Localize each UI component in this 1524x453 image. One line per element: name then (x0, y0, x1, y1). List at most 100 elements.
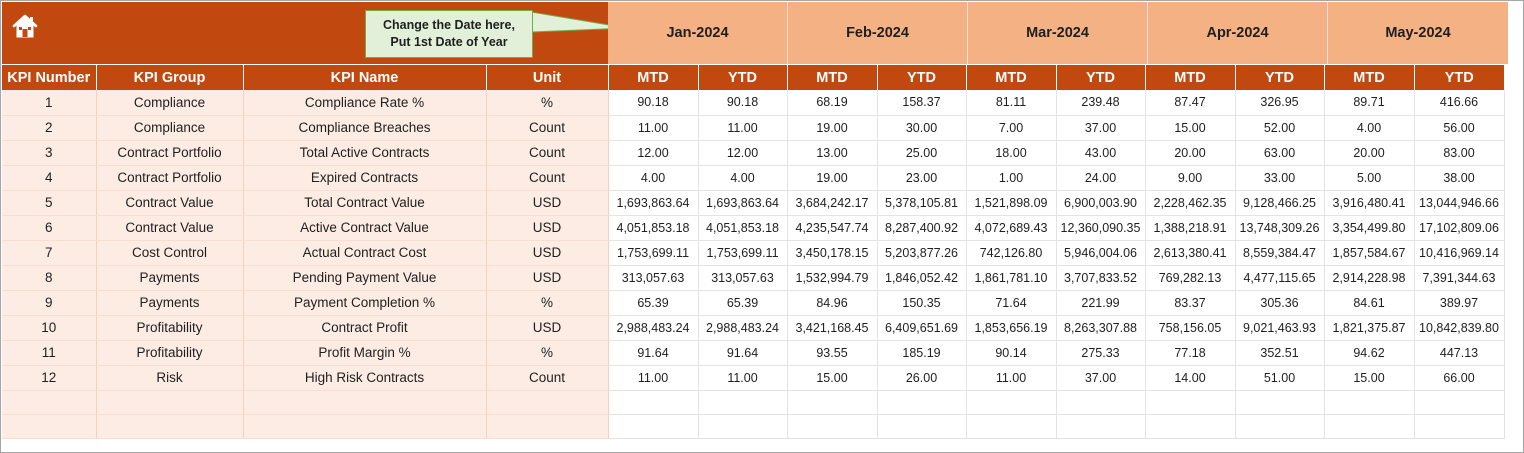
mtd-value-cell[interactable]: 77.18 (1145, 340, 1236, 366)
ytd-value-cell[interactable]: 90.18 (698, 90, 788, 116)
mtd-value-cell[interactable]: 7.00 (966, 115, 1057, 141)
empty-cell[interactable] (698, 390, 788, 415)
ytd-value-cell[interactable]: 305.36 (1235, 290, 1325, 316)
mtd-value-cell[interactable]: 2,988,483.24 (608, 315, 699, 341)
mtd-value-cell[interactable]: 81.11 (966, 90, 1057, 116)
unit-cell[interactable]: % (486, 290, 609, 316)
mtd-value-cell[interactable]: 758,156.05 (1145, 315, 1236, 341)
ytd-value-cell[interactable]: 11.00 (698, 365, 788, 391)
ytd-value-cell[interactable]: 83.00 (1414, 140, 1505, 166)
empty-cell[interactable] (1324, 414, 1415, 439)
mtd-value-cell[interactable]: 769,282.13 (1145, 265, 1236, 291)
empty-cell[interactable] (1414, 414, 1505, 439)
ytd-value-cell[interactable]: 66.00 (1414, 365, 1505, 391)
mtd-value-cell[interactable]: 19.00 (787, 165, 878, 191)
ytd-value-cell[interactable]: 10,416,969.14 (1414, 240, 1505, 266)
col-ytd[interactable]: YTD (1056, 65, 1146, 90)
mtd-value-cell[interactable]: 1.00 (966, 165, 1057, 191)
month-header-feb[interactable]: Feb-2024 (788, 2, 968, 64)
home-icon[interactable] (11, 12, 39, 40)
mtd-value-cell[interactable]: 84.61 (1324, 290, 1415, 316)
ytd-value-cell[interactable]: 239.48 (1056, 90, 1146, 116)
kpi-name-cell[interactable]: Active Contract Value (243, 215, 487, 241)
col-mtd[interactable]: MTD (608, 65, 699, 90)
empty-cell[interactable] (96, 390, 244, 415)
mtd-value-cell[interactable]: 2,228,462.35 (1145, 190, 1236, 216)
mtd-value-cell[interactable]: 11.00 (608, 365, 699, 391)
ytd-value-cell[interactable]: 1,846,052.42 (877, 265, 967, 291)
kpi-group-cell[interactable]: Profitability (96, 315, 244, 341)
mtd-value-cell[interactable]: 71.64 (966, 290, 1057, 316)
col-ytd[interactable]: YTD (1414, 65, 1504, 90)
mtd-value-cell[interactable]: 1,821,375.87 (1324, 315, 1415, 341)
ytd-value-cell[interactable]: 63.00 (1235, 140, 1325, 166)
ytd-value-cell[interactable]: 6,409,651.69 (877, 315, 967, 341)
ytd-value-cell[interactable]: 13,044,946.66 (1414, 190, 1505, 216)
ytd-value-cell[interactable]: 51.00 (1235, 365, 1325, 391)
empty-cell[interactable] (243, 414, 487, 439)
empty-cell[interactable] (1056, 414, 1146, 439)
col-ytd[interactable]: YTD (877, 65, 967, 90)
mtd-value-cell[interactable]: 15.00 (1145, 115, 1236, 141)
kpi-number-cell[interactable]: 3 (2, 140, 97, 166)
mtd-value-cell[interactable]: 2,914,228.98 (1324, 265, 1415, 291)
kpi-number-cell[interactable]: 6 (2, 215, 97, 241)
ytd-value-cell[interactable]: 150.35 (877, 290, 967, 316)
empty-cell[interactable] (787, 390, 878, 415)
mtd-value-cell[interactable]: 4.00 (1324, 115, 1415, 141)
ytd-value-cell[interactable]: 33.00 (1235, 165, 1325, 191)
mtd-value-cell[interactable]: 3,450,178.15 (787, 240, 878, 266)
mtd-value-cell[interactable]: 68.19 (787, 90, 878, 116)
kpi-number-cell[interactable]: 4 (2, 165, 97, 191)
kpi-group-cell[interactable]: Contract Value (96, 190, 244, 216)
ytd-value-cell[interactable]: 11.00 (698, 115, 788, 141)
kpi-number-cell[interactable]: 2 (2, 115, 97, 141)
ytd-value-cell[interactable]: 24.00 (1056, 165, 1146, 191)
empty-cell[interactable] (96, 414, 244, 439)
mtd-value-cell[interactable]: 11.00 (608, 115, 699, 141)
mtd-value-cell[interactable]: 1,861,781.10 (966, 265, 1057, 291)
unit-cell[interactable]: % (486, 340, 609, 366)
mtd-value-cell[interactable]: 19.00 (787, 115, 878, 141)
kpi-group-cell[interactable]: Compliance (96, 90, 244, 116)
mtd-value-cell[interactable]: 4,235,547.74 (787, 215, 878, 241)
col-mtd[interactable]: MTD (1145, 65, 1236, 90)
mtd-value-cell[interactable]: 89.71 (1324, 90, 1415, 116)
mtd-value-cell[interactable]: 15.00 (787, 365, 878, 391)
col-kpi-name[interactable]: KPI Name (243, 65, 487, 90)
ytd-value-cell[interactable]: 4.00 (698, 165, 788, 191)
kpi-group-cell[interactable]: Risk (96, 365, 244, 391)
mtd-value-cell[interactable]: 14.00 (1145, 365, 1236, 391)
kpi-number-cell[interactable]: 11 (2, 340, 97, 366)
mtd-value-cell[interactable]: 20.00 (1145, 140, 1236, 166)
ytd-value-cell[interactable]: 17,102,809.06 (1414, 215, 1505, 241)
mtd-value-cell[interactable]: 87.47 (1145, 90, 1236, 116)
unit-cell[interactable]: Count (486, 165, 609, 191)
ytd-value-cell[interactable]: 91.64 (698, 340, 788, 366)
ytd-value-cell[interactable]: 7,391,344.63 (1414, 265, 1505, 291)
kpi-name-cell[interactable]: Contract Profit (243, 315, 487, 341)
kpi-name-cell[interactable]: High Risk Contracts (243, 365, 487, 391)
month-header-mar[interactable]: Mar-2024 (968, 2, 1148, 64)
ytd-value-cell[interactable]: 12.00 (698, 140, 788, 166)
empty-cell[interactable] (1145, 414, 1236, 439)
ytd-value-cell[interactable]: 158.37 (877, 90, 967, 116)
kpi-name-cell[interactable]: Profit Margin % (243, 340, 487, 366)
mtd-value-cell[interactable]: 1,753,699.11 (608, 240, 699, 266)
ytd-value-cell[interactable]: 43.00 (1056, 140, 1146, 166)
ytd-value-cell[interactable]: 9,021,463.93 (1235, 315, 1325, 341)
ytd-value-cell[interactable]: 8,263,307.88 (1056, 315, 1146, 341)
col-ytd[interactable]: YTD (1235, 65, 1325, 90)
mtd-value-cell[interactable]: 83.37 (1145, 290, 1236, 316)
empty-cell[interactable] (2, 414, 97, 439)
kpi-group-cell[interactable]: Payments (96, 290, 244, 316)
ytd-value-cell[interactable]: 5,946,004.06 (1056, 240, 1146, 266)
ytd-value-cell[interactable]: 1,693,863.64 (698, 190, 788, 216)
ytd-value-cell[interactable]: 56.00 (1414, 115, 1505, 141)
empty-cell[interactable] (1145, 390, 1236, 415)
unit-cell[interactable]: USD (486, 240, 609, 266)
empty-cell[interactable] (877, 390, 967, 415)
col-mtd[interactable]: MTD (787, 65, 878, 90)
empty-cell[interactable] (1056, 390, 1146, 415)
kpi-number-cell[interactable]: 10 (2, 315, 97, 341)
